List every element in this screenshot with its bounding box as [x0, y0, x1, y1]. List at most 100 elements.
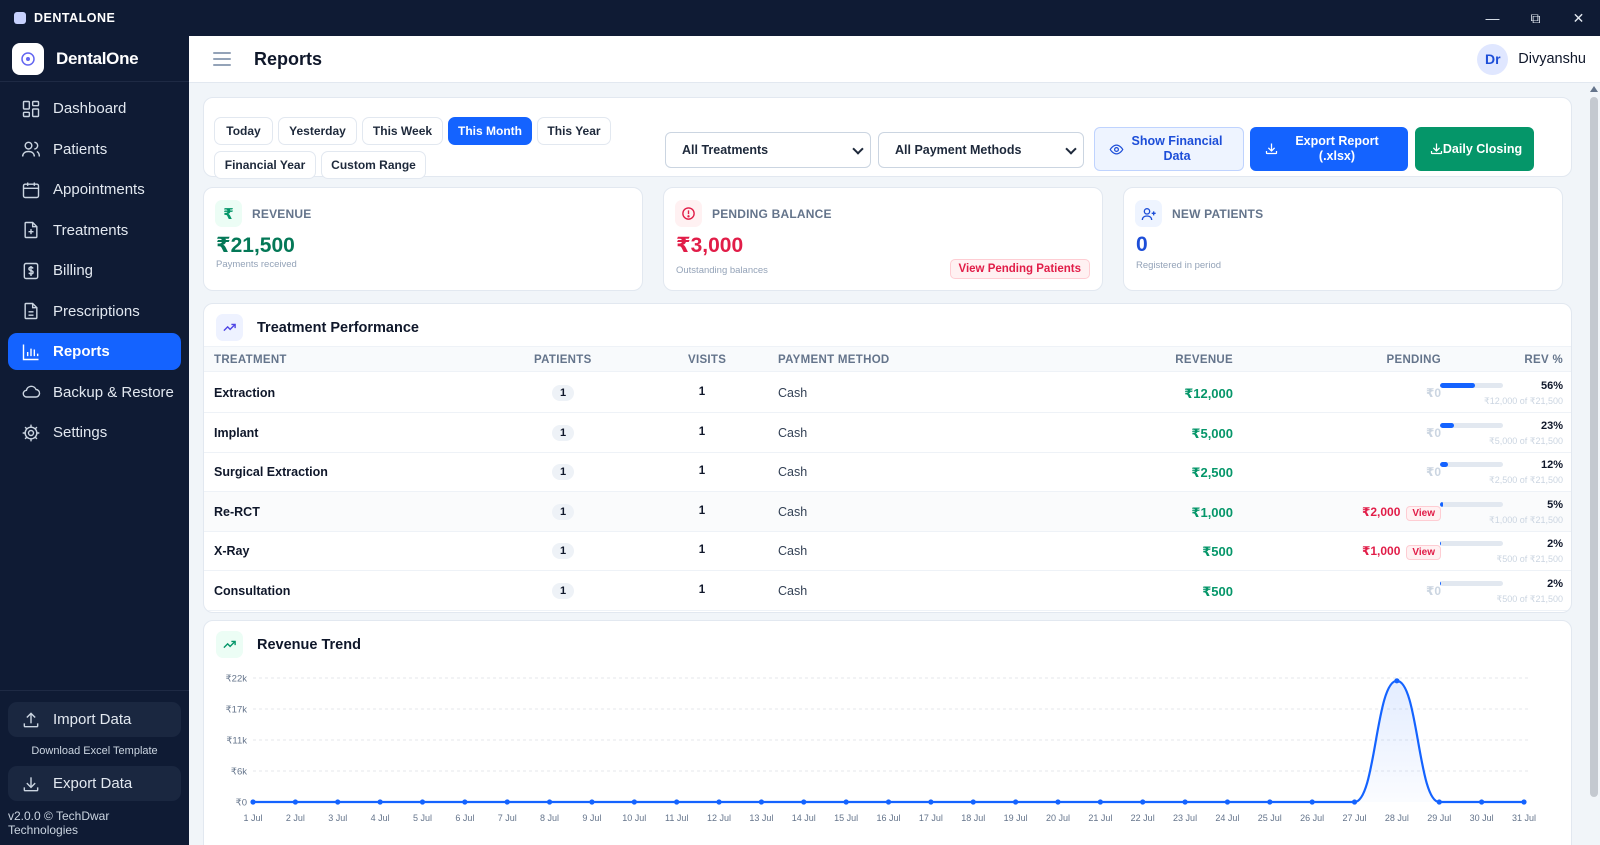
titlebar-app: DENTALONE	[0, 11, 115, 25]
col-patients[interactable]: PATIENTS	[534, 354, 592, 366]
data-point[interactable]	[801, 799, 807, 805]
data-point[interactable]	[546, 799, 553, 805]
view-pending-patients-button[interactable]: View Pending Patients	[949, 259, 1090, 279]
data-point[interactable]	[589, 799, 595, 805]
data-point[interactable]	[462, 799, 468, 805]
sidebar-nav: Dashboard Patients Appointments Treatments B…	[0, 82, 189, 463]
minimize-button[interactable]: —	[1485, 10, 1500, 26]
data-point[interactable]	[1479, 799, 1485, 805]
import-data-button[interactable]: Import Data	[8, 702, 181, 737]
scroll-thumb[interactable]	[1590, 97, 1598, 797]
data-point[interactable]	[631, 799, 637, 805]
pending-amount: ₹2,000	[1362, 504, 1401, 519]
data-point[interactable]	[1521, 799, 1527, 805]
download-icon	[1265, 143, 1278, 155]
table-row: X-Ray 1 1 Cash ₹500 ₹1,000 View 2% ₹500 of ₹21,5…	[204, 531, 1571, 571]
file-plus-icon	[24, 221, 38, 239]
data-point[interactable]	[419, 799, 426, 805]
data-point[interactable]	[250, 799, 256, 805]
revenue-percent: 56%	[1540, 380, 1563, 392]
payment-method: Cash	[778, 386, 808, 400]
export-report-button[interactable]: Export Report (.xlsx)	[1250, 127, 1408, 171]
sidebar-item-patients[interactable]: Patients	[8, 131, 181, 168]
period-today[interactable]: Today	[214, 117, 273, 145]
sidebar-item-reports[interactable]: Reports	[8, 333, 181, 370]
x-tick-label: 14 Jul	[792, 813, 816, 823]
data-point[interactable]	[928, 799, 934, 805]
y-tick-label: ₹0	[236, 798, 247, 809]
data-point[interactable]	[1097, 799, 1103, 805]
data-point[interactable]	[1436, 799, 1442, 805]
user-menu[interactable]: Dr Divyanshu	[1477, 43, 1586, 75]
col-treatment[interactable]: TREATMENT	[214, 354, 287, 366]
topbar: Reports Dr Divyanshu	[189, 36, 1600, 83]
sidebar-item-settings[interactable]: Settings	[8, 414, 181, 451]
data-point[interactable]	[970, 799, 976, 805]
sidebar: DentalOne Dashboard Patients Appointments T…	[0, 36, 189, 845]
view-pending-button[interactable]: View	[1406, 505, 1441, 521]
document-icon	[24, 302, 38, 320]
col-rev-pct[interactable]: REV %	[1524, 354, 1563, 366]
sidebar-item-billing[interactable]: Billing	[8, 252, 181, 289]
treatment-performance-title: Treatment Performance	[257, 319, 419, 336]
col-revenue[interactable]: REVENUE	[1175, 354, 1233, 366]
visits-count: 1	[698, 544, 706, 556]
pending-value: ₹3,000	[676, 234, 744, 257]
data-point[interactable]	[377, 799, 383, 805]
x-tick-label: 31 Jul	[1512, 813, 1536, 823]
col-visits[interactable]: VISITS	[688, 354, 727, 366]
export-data-button[interactable]: Export Data	[8, 766, 181, 801]
data-point[interactable]	[1140, 799, 1146, 805]
data-point[interactable]	[716, 799, 722, 805]
data-point[interactable]	[335, 799, 341, 805]
data-point[interactable]	[674, 799, 680, 805]
sidebar-item-backup-restore[interactable]: Backup & Restore	[8, 374, 181, 411]
data-point[interactable]	[504, 799, 510, 805]
x-tick-label: 16 Jul	[876, 813, 900, 823]
data-point[interactable]	[1394, 678, 1400, 684]
close-button[interactable]: ✕	[1572, 9, 1585, 26]
data-point[interactable]	[843, 799, 849, 805]
sidebar-item-treatments[interactable]: Treatments	[8, 212, 181, 249]
col-payment-method[interactable]: PAYMENT METHOD	[778, 354, 890, 366]
period-this-month[interactable]: This Month	[448, 117, 532, 145]
data-point[interactable]	[758, 799, 765, 805]
data-point[interactable]	[292, 799, 298, 805]
treatment-select[interactable]: All Treatments	[665, 132, 871, 168]
vertical-scrollbar[interactable]	[1587, 83, 1600, 845]
data-point[interactable]	[1013, 799, 1019, 805]
titlebar-app-name: DENTALONE	[34, 11, 116, 25]
data-point[interactable]	[1351, 799, 1358, 805]
treatment-select-value: All Treatments	[682, 143, 769, 157]
hamburger-menu-icon[interactable]	[213, 52, 231, 66]
sidebar-item-dashboard[interactable]: Dashboard	[8, 90, 181, 127]
data-point[interactable]	[1224, 799, 1231, 805]
data-point[interactable]	[1309, 799, 1315, 805]
period-this-week[interactable]: This Week	[362, 117, 443, 145]
period-custom-range[interactable]: Custom Range	[321, 151, 426, 179]
data-point[interactable]	[1182, 799, 1188, 805]
payment-method-select[interactable]: All Payment Methods	[878, 132, 1084, 168]
data-point[interactable]	[885, 799, 892, 805]
sidebar-item-prescriptions[interactable]: Prescriptions	[8, 293, 181, 330]
data-point[interactable]	[1267, 799, 1273, 805]
x-tick-label: 8 Jul	[540, 813, 559, 823]
patients-badge: 1	[552, 424, 574, 441]
col-pending[interactable]: PENDING	[1386, 354, 1441, 366]
scroll-up-arrow-icon[interactable]	[1590, 86, 1598, 92]
period-yesterday[interactable]: Yesterday	[278, 117, 357, 145]
revenue-share-text: ₹1,000 of ₹21,500	[1488, 514, 1563, 525]
data-point[interactable]	[1055, 799, 1061, 805]
page-title: Reports	[254, 48, 323, 69]
daily-closing-button[interactable]: Daily Closing	[1415, 127, 1534, 171]
payment-method: Cash	[778, 544, 808, 558]
download-template-link[interactable]: Download Excel Template	[31, 745, 158, 757]
period-this-year[interactable]: This Year	[537, 117, 611, 145]
revenue-amount: ₹500	[1202, 583, 1233, 599]
sidebar-item-appointments[interactable]: Appointments	[8, 171, 181, 208]
pending-cell: ₹0	[1426, 465, 1441, 479]
restore-button[interactable]: ⧉	[1530, 9, 1541, 26]
period-financial-year[interactable]: Financial Year	[214, 151, 316, 179]
show-financial-button[interactable]: Show Financial Data	[1094, 127, 1244, 171]
view-pending-button[interactable]: View	[1406, 545, 1441, 560]
